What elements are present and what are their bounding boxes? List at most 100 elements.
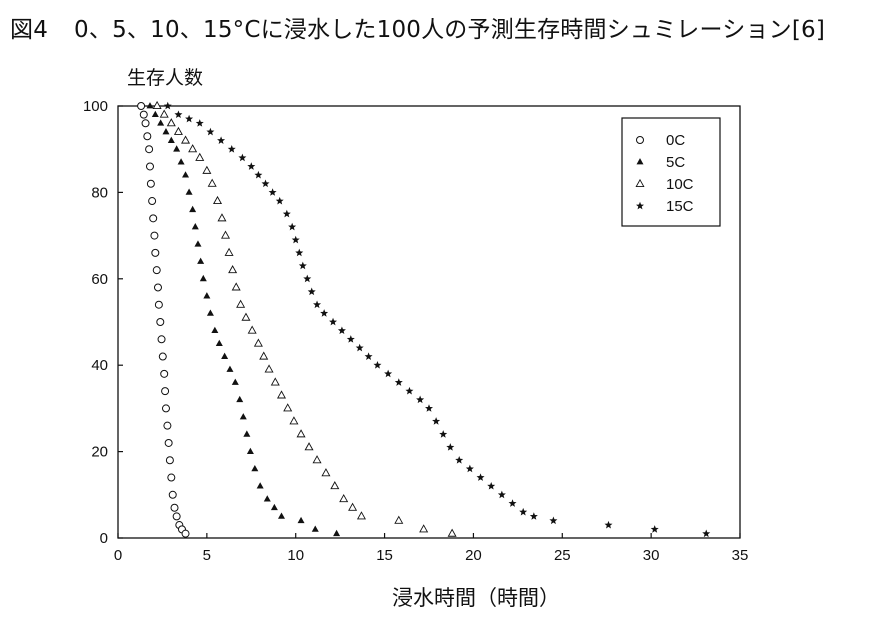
- point-10C-27: [312, 455, 322, 464]
- point-10C-7: [202, 165, 212, 174]
- point-10C-8: [207, 178, 217, 187]
- plot-frame: [117, 105, 741, 539]
- point-0C-19: [161, 404, 170, 413]
- point-15C-37: [465, 464, 474, 473]
- point-5C-27: [263, 495, 271, 502]
- point-15C-22: [329, 317, 338, 326]
- legend: 0C 5C 10C 15C: [621, 117, 721, 227]
- point-5C-0: [146, 102, 154, 109]
- x-tick-label-15: 15: [376, 547, 393, 564]
- point-15C-42: [519, 507, 528, 516]
- point-15C-25: [355, 343, 364, 352]
- y-tick-label-80: 80: [91, 184, 108, 201]
- point-0C-15: [157, 335, 166, 344]
- point-15C-33: [432, 417, 441, 425]
- point-10C-12: [224, 247, 234, 256]
- point-0C-29: [181, 529, 190, 538]
- point-15C-6: [227, 145, 236, 153]
- point-15C-29: [394, 378, 403, 386]
- x-tick-label-25: 25: [554, 547, 571, 564]
- point-0C-7: [148, 197, 157, 206]
- point-5C-6: [177, 158, 185, 165]
- point-0C-16: [158, 352, 167, 361]
- point-0C-9: [150, 231, 159, 240]
- point-10C-18: [253, 338, 263, 347]
- point-5C-25: [251, 464, 259, 472]
- point-0C-23: [167, 473, 176, 482]
- point-0C-26: [172, 512, 181, 521]
- legend-marker-10C: [635, 178, 645, 188]
- point-0C-10: [151, 248, 160, 257]
- point-5C-2: [157, 119, 165, 126]
- point-5C-24: [246, 447, 254, 454]
- data-points: [137, 100, 711, 538]
- point-15C-44: [549, 516, 558, 525]
- legend-marker-0C: [636, 136, 644, 144]
- point-0C-4: [145, 145, 154, 154]
- point-15C-27: [373, 361, 382, 369]
- point-15C-18: [303, 274, 312, 283]
- point-10C-16: [241, 312, 251, 321]
- series-0C: [137, 102, 190, 538]
- point-0C-24: [168, 490, 177, 499]
- point-5C-7: [182, 171, 190, 178]
- point-10C-20: [264, 364, 274, 373]
- point-15C-36: [455, 456, 464, 464]
- point-10C-24: [289, 416, 299, 425]
- figure-number: 図4: [10, 17, 49, 43]
- point-15C-15: [291, 235, 300, 244]
- y-tick-label-100: 100: [83, 98, 108, 115]
- y-tick-label-40: 40: [91, 357, 108, 374]
- point-10C-17: [247, 325, 257, 334]
- point-10C-30: [339, 494, 349, 503]
- point-10C-3: [173, 126, 183, 135]
- point-15C-0: [163, 101, 172, 110]
- point-15C-21: [320, 309, 329, 317]
- y-tick-label-20: 20: [91, 444, 108, 461]
- point-5C-10: [191, 223, 199, 230]
- point-0C-3: [143, 132, 152, 141]
- point-15C-20: [313, 300, 322, 309]
- point-10C-1: [159, 109, 169, 118]
- point-15C-23: [337, 326, 346, 335]
- point-0C-8: [149, 214, 158, 223]
- point-5C-4: [167, 136, 175, 143]
- point-0C-13: [154, 300, 163, 309]
- point-15C-14: [288, 222, 297, 231]
- point-5C-23: [243, 430, 251, 437]
- y-tick-label-60: 60: [91, 271, 108, 288]
- point-10C-6: [195, 152, 205, 161]
- point-5C-32: [333, 529, 341, 537]
- point-0C-6: [146, 179, 155, 188]
- point-0C-17: [160, 369, 169, 378]
- point-10C-4: [181, 135, 191, 144]
- point-15C-16: [295, 248, 304, 257]
- point-10C-28: [321, 468, 331, 477]
- point-15C-35: [446, 443, 455, 451]
- point-10C-11: [221, 230, 231, 239]
- point-0C-2: [141, 119, 150, 128]
- point-15C-4: [206, 127, 215, 136]
- point-10C-23: [283, 403, 293, 412]
- point-0C-5: [145, 162, 154, 171]
- point-15C-45: [604, 520, 613, 529]
- point-5C-21: [236, 395, 244, 403]
- point-10C-25: [296, 429, 306, 438]
- point-10C-14: [231, 282, 241, 291]
- series-10C: [152, 100, 457, 537]
- point-15C-17: [298, 261, 307, 270]
- point-10C-5: [188, 144, 198, 153]
- axes: 0 5 10 15 20 25 30 35 0 20 40 60 80 100: [83, 98, 748, 564]
- x-tick-label-0: 0: [114, 547, 122, 564]
- legend-marker-15C: [636, 201, 644, 210]
- point-10C-10: [217, 213, 227, 222]
- point-10C-33: [394, 515, 404, 524]
- figure-title: 図4 0、5、10、15°Cに浸水した100人の予測生存時間シュミレーション[6]: [10, 10, 825, 44]
- point-15C-39: [487, 481, 496, 490]
- point-15C-34: [439, 430, 448, 438]
- point-10C-9: [213, 195, 223, 205]
- point-15C-8: [247, 162, 256, 170]
- point-5C-29: [277, 512, 285, 519]
- point-5C-3: [162, 128, 170, 135]
